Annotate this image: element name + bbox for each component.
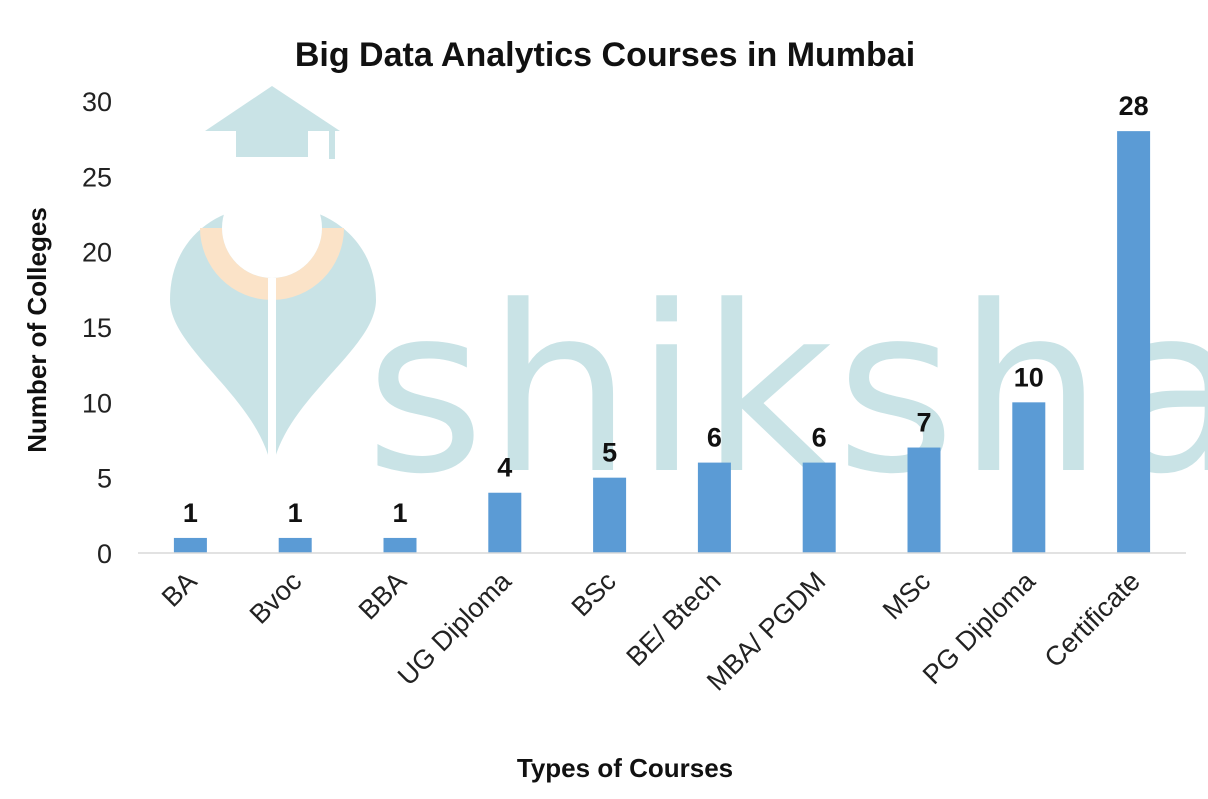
bar xyxy=(593,477,627,553)
bars xyxy=(173,131,1151,553)
y-tick-label: 0 xyxy=(97,539,112,569)
data-label: 6 xyxy=(707,423,722,453)
x-tick-label: PG Diploma xyxy=(917,565,1042,690)
data-label: 1 xyxy=(392,498,407,528)
y-tick-label: 20 xyxy=(82,238,112,268)
bar xyxy=(173,537,207,553)
data-label: 6 xyxy=(812,423,827,453)
data-label: 4 xyxy=(497,453,512,483)
watermark-cap-base xyxy=(236,131,308,157)
x-tick-label: BA xyxy=(156,566,203,613)
y-tick-label: 25 xyxy=(82,162,112,192)
data-label: 7 xyxy=(916,408,931,438)
data-label: 28 xyxy=(1119,91,1149,121)
data-label: 1 xyxy=(288,498,303,528)
y-axis-title: Number of Colleges xyxy=(22,207,52,453)
watermark-logo: shiksha xyxy=(170,86,1208,525)
bar xyxy=(488,492,522,553)
x-tick-label: Certificate xyxy=(1039,566,1146,673)
data-label: 10 xyxy=(1014,362,1044,392)
data-labels: 1 1 1 4 5 6 6 7 10 28 xyxy=(183,91,1149,528)
y-axis-ticks: 0 5 10 15 20 25 30 xyxy=(82,87,112,569)
y-tick-label: 30 xyxy=(82,87,112,117)
chart-title: Big Data Analytics Courses in Mumbai xyxy=(295,36,915,74)
x-axis-title: Types of Courses xyxy=(517,753,733,783)
bar xyxy=(383,537,417,553)
bar xyxy=(697,462,731,553)
watermark-face xyxy=(222,178,322,278)
watermark-text: shiksha xyxy=(365,258,1208,525)
y-tick-label: 5 xyxy=(97,464,112,494)
x-tick-label: Bvoc xyxy=(244,566,308,630)
y-tick-label: 10 xyxy=(82,388,112,418)
bar xyxy=(278,537,312,553)
data-label: 5 xyxy=(602,438,617,468)
data-label: 1 xyxy=(183,498,198,528)
x-tick-label: MSc xyxy=(877,566,936,625)
x-tick-label: BSc xyxy=(566,566,622,622)
watermark-cap-tassel xyxy=(329,131,335,159)
watermark-face-ring xyxy=(200,228,344,300)
x-tick-label: UG Diploma xyxy=(392,565,518,691)
bar xyxy=(907,447,941,553)
bar xyxy=(1117,131,1151,553)
y-tick-label: 15 xyxy=(82,313,112,343)
x-tick-label: BBA xyxy=(353,566,412,625)
bar xyxy=(1012,402,1046,553)
watermark-cap-icon xyxy=(205,86,340,131)
bar xyxy=(802,462,836,553)
watermark-nib-slit xyxy=(268,278,276,474)
x-tick-label: BE/ Btech xyxy=(621,566,727,672)
